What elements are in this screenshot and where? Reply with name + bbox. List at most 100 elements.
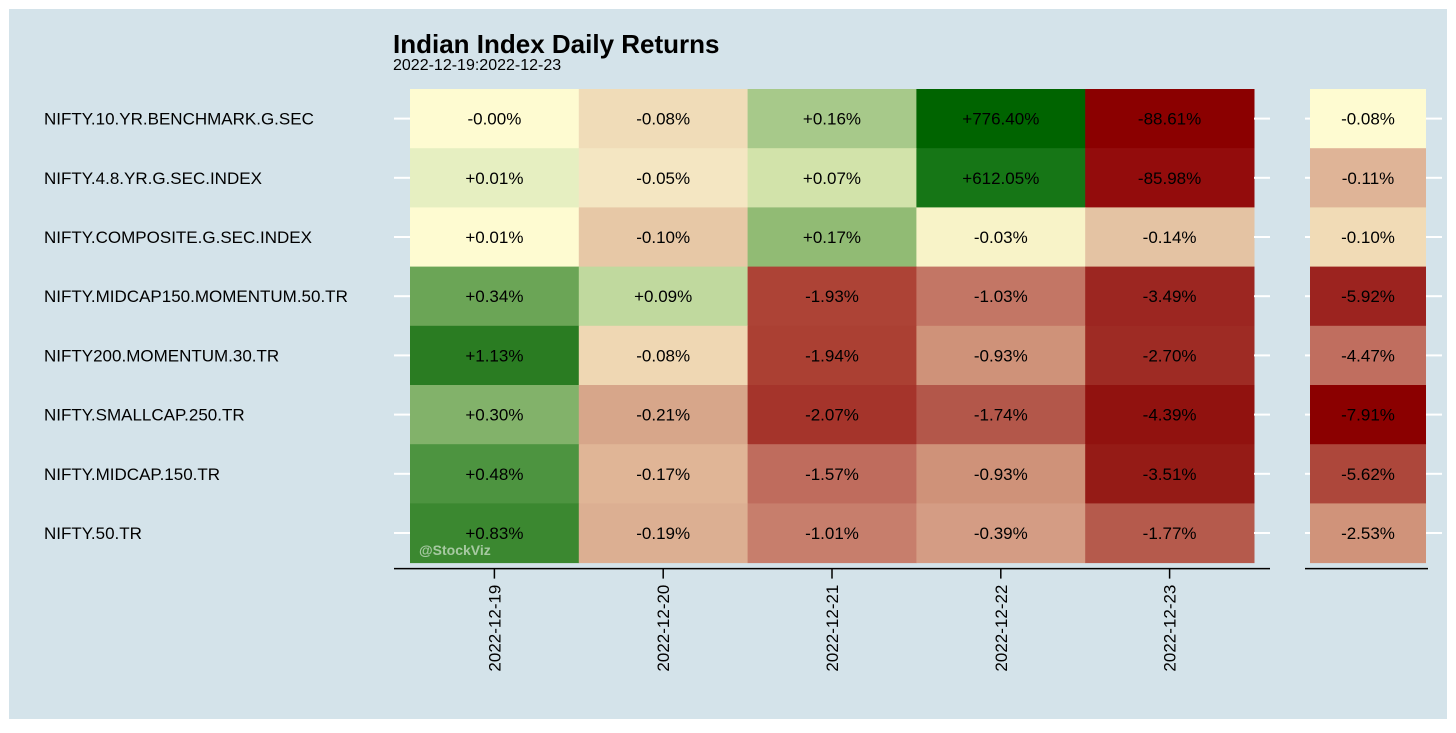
heatmap-cell (747, 444, 917, 504)
cell-label: -3.49% (1143, 287, 1197, 306)
cell-label: +0.30% (465, 406, 523, 425)
heatmap-cell (1085, 148, 1255, 208)
heatmap-cell (1085, 385, 1255, 445)
heatmap-cell (410, 207, 580, 268)
heatmap-cell (916, 385, 1086, 445)
heatmap-cell (916, 503, 1086, 564)
heatmap-cell (916, 207, 1086, 268)
heatmap-cell (410, 325, 580, 386)
cell-label: +0.09% (634, 287, 692, 306)
cell-label: -1.03% (974, 287, 1028, 306)
cell-label: -0.93% (974, 465, 1028, 484)
cell-label: +0.48% (465, 465, 523, 484)
cell-label: -2.07% (805, 406, 859, 425)
heatmap-cell (916, 444, 1086, 504)
heatmap-cell (916, 325, 1086, 386)
heatmap-cell (410, 148, 580, 208)
heatmap-cell (1085, 444, 1255, 504)
heatmap-cell (410, 503, 580, 564)
total-cell (1310, 503, 1426, 564)
cell-label: -1.77% (1143, 524, 1197, 543)
cell-label: -0.19% (636, 524, 690, 543)
heatmap-cell (916, 148, 1086, 208)
heatmap-cell (578, 503, 749, 564)
heatmap-cell (410, 444, 580, 504)
row-label: NIFTY200.MOMENTUM.30.TR (44, 346, 279, 365)
heatmap-cell (747, 503, 917, 564)
cell-label: -0.14% (1143, 228, 1197, 247)
total-label: -2.53% (1341, 524, 1395, 543)
heatmap-cell (578, 444, 749, 504)
total-label: -0.08% (1341, 110, 1395, 129)
x-tick-label: 2022-12-21 (823, 585, 842, 672)
cell-label: -0.05% (636, 169, 690, 188)
cell-label: -1.94% (805, 346, 859, 365)
total-cell (1310, 266, 1426, 327)
heatmap-cell (578, 207, 749, 268)
watermark: @StockViz (419, 542, 491, 558)
total-cell (1310, 385, 1426, 445)
row-label: NIFTY.50.TR (44, 524, 142, 543)
cell-label: -4.39% (1143, 406, 1197, 425)
total-label: -5.62% (1341, 465, 1395, 484)
cell-label: +0.17% (803, 228, 861, 247)
cell-label: -0.93% (974, 346, 1028, 365)
heatmap-cell (1085, 325, 1255, 386)
cell-label: +0.01% (465, 169, 523, 188)
cell-label: -0.00% (467, 110, 521, 129)
cell-label: +776.40% (962, 110, 1039, 129)
axes (394, 117, 1442, 579)
cell-label: -0.08% (636, 110, 690, 129)
total-label: -7.91% (1341, 406, 1395, 425)
total-label: -5.92% (1341, 287, 1395, 306)
heatmap-cell (1085, 207, 1255, 268)
x-tick-label: 2022-12-22 (992, 585, 1011, 672)
cell-label: -88.61% (1138, 110, 1201, 129)
heatmap-cell (410, 266, 580, 327)
heatmap-cell (578, 89, 749, 149)
cell-label: -0.17% (636, 465, 690, 484)
row-label: NIFTY.COMPOSITE.G.SEC.INDEX (44, 228, 312, 247)
heatmap-cell (747, 266, 917, 327)
heatmap-cell (410, 89, 580, 149)
heatmap-cell (578, 385, 749, 445)
cell-label: -2.70% (1143, 346, 1197, 365)
total-cell (1310, 444, 1426, 504)
cell-label: -0.21% (636, 406, 690, 425)
heatmap-cell (747, 385, 917, 445)
cell-label: -0.03% (974, 228, 1028, 247)
cell-label: -0.39% (974, 524, 1028, 543)
heatmap-cell (578, 325, 749, 386)
cell-label: +0.01% (465, 228, 523, 247)
x-tick-label: 2022-12-20 (654, 585, 673, 672)
cell-label: +0.07% (803, 169, 861, 188)
heatmap-cell (1085, 503, 1255, 564)
cell-label: +1.13% (465, 346, 523, 365)
cell-label: -1.74% (974, 406, 1028, 425)
row-label: NIFTY.MIDCAP.150.TR (44, 465, 220, 484)
heatmap-cell (1085, 266, 1255, 327)
row-label: NIFTY.4.8.YR.G.SEC.INDEX (44, 169, 262, 188)
heatmap-cell (578, 148, 749, 208)
heatmap-cell (747, 89, 917, 149)
cell-label: -85.98% (1138, 169, 1201, 188)
column-labels: 2022-12-19 2022-12-20 2022-12-21 2022-12-22… (485, 585, 1179, 672)
total-cells: -0.08% -0.11% -0.10% -5.92% -4.47% -7.91% -5.6… (1310, 89, 1426, 564)
total-cell (1310, 148, 1426, 208)
total-label: -4.47% (1341, 346, 1395, 365)
heatmap-cell (916, 266, 1086, 327)
heatmap-cell (747, 325, 917, 386)
total-cell (1310, 325, 1426, 386)
cell-label: -1.93% (805, 287, 859, 306)
heatmap-cell (410, 385, 580, 445)
heatmap-cell (747, 148, 917, 208)
cell-label: -1.57% (805, 465, 859, 484)
cell-label: -3.51% (1143, 465, 1197, 484)
x-tick-label: 2022-12-23 (1161, 585, 1180, 672)
heatmap-cell (1085, 89, 1255, 149)
cell-label: -0.10% (636, 228, 690, 247)
total-label: -0.10% (1341, 228, 1395, 247)
total-label: -0.11% (1342, 169, 1395, 188)
